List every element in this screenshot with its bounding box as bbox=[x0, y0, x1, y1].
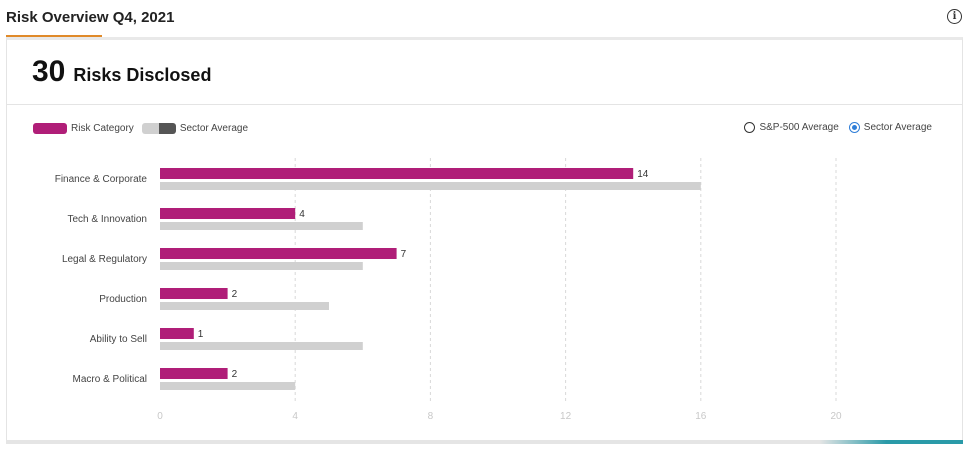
risk-count-label: Risks Disclosed bbox=[73, 65, 212, 85]
x-tick-label: 0 bbox=[157, 411, 163, 422]
bar-sector-average bbox=[160, 222, 363, 230]
data-label: 2 bbox=[232, 369, 238, 380]
legend-label-category: Risk Category bbox=[71, 123, 134, 134]
bar-sector-average bbox=[160, 262, 363, 270]
legend-label-average: Sector Average bbox=[179, 123, 249, 134]
risk-count: 30 bbox=[32, 55, 66, 88]
x-tick-label: 8 bbox=[428, 411, 434, 422]
category-label: Production bbox=[99, 294, 147, 305]
bar-sector-average bbox=[160, 302, 329, 310]
risk-summary: 30 Risks Disclosed bbox=[32, 55, 211, 89]
page-title: Risk Overview Q4, 2021 bbox=[6, 9, 175, 26]
data-label: 2 bbox=[232, 289, 238, 300]
bar-sector-average bbox=[160, 342, 363, 350]
data-label: 1 bbox=[198, 329, 204, 340]
radio-label-sector-average[interactable]: Sector Average bbox=[863, 122, 932, 133]
x-tick-label: 16 bbox=[695, 411, 707, 422]
card-bottom-border bbox=[6, 440, 963, 444]
category-label: Macro & Political bbox=[73, 374, 147, 385]
legend-swatch-average bbox=[141, 123, 176, 134]
bar-sector-average bbox=[160, 382, 296, 390]
radio-sp500-average[interactable] bbox=[744, 122, 756, 133]
x-tick-label: 12 bbox=[560, 411, 572, 422]
info-icon[interactable]: i bbox=[947, 9, 962, 24]
data-label: 7 bbox=[401, 249, 407, 260]
chart-legend: Risk Category Sector Average bbox=[33, 123, 248, 134]
category-label: Finance & Corporate bbox=[55, 174, 148, 185]
bar-risk-category bbox=[160, 168, 634, 179]
divider bbox=[7, 104, 962, 105]
radio-label-sp500-average[interactable]: S&P-500 Average bbox=[759, 122, 839, 133]
legend-swatch-category bbox=[33, 123, 67, 134]
bar-risk-category bbox=[160, 208, 296, 219]
category-label: Ability to Sell bbox=[90, 334, 147, 345]
x-tick-label: 20 bbox=[830, 411, 842, 422]
bar-risk-category bbox=[160, 328, 194, 339]
active-tab-indicator bbox=[6, 35, 102, 38]
average-toggle: S&P-500 Average Sector Average bbox=[734, 122, 932, 133]
bar-risk-category bbox=[160, 248, 397, 259]
radio-sector-average[interactable] bbox=[848, 122, 860, 133]
category-label: Legal & Regulatory bbox=[62, 254, 147, 265]
x-tick-label: 4 bbox=[292, 411, 298, 422]
bar-risk-category bbox=[160, 368, 228, 379]
category-label: Tech & Innovation bbox=[68, 214, 148, 225]
data-label: 14 bbox=[637, 169, 649, 180]
bar-risk-category bbox=[160, 288, 228, 299]
bar-sector-average bbox=[160, 182, 701, 190]
data-label: 4 bbox=[299, 209, 305, 220]
